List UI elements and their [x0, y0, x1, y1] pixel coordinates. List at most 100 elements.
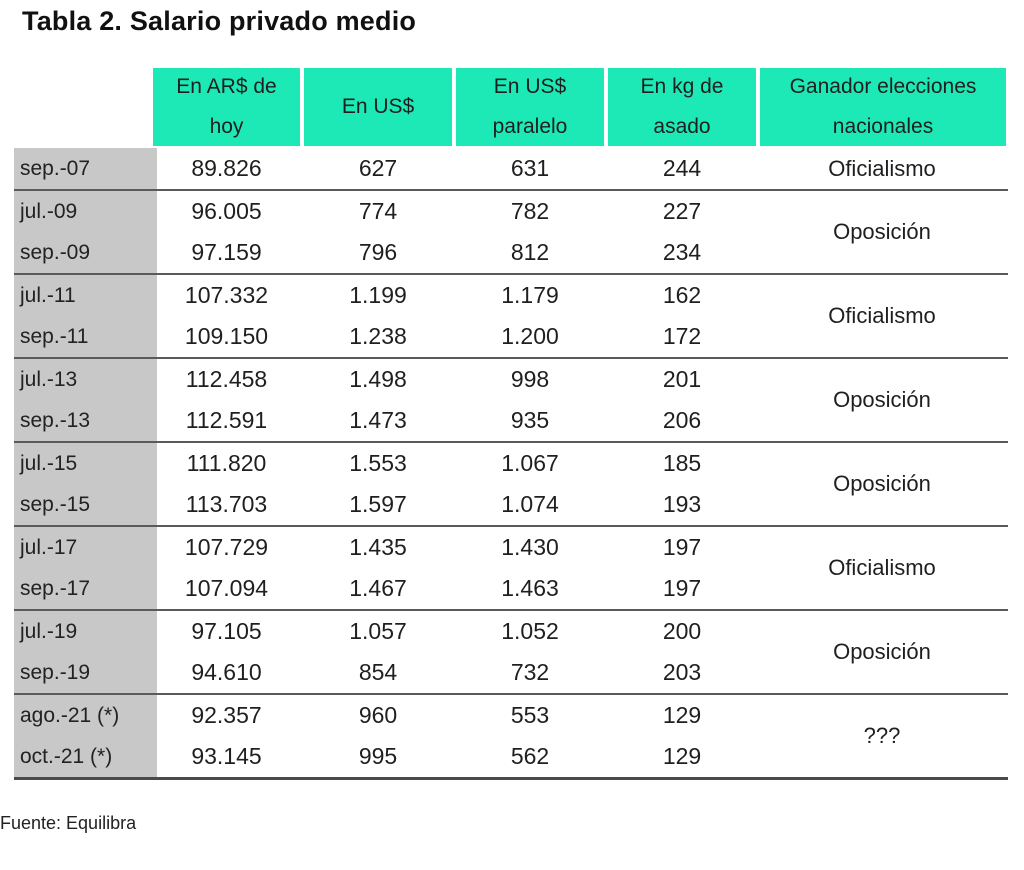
cell-period: jul.-13: [14, 359, 157, 400]
cell-usd-paralelo: 782: [510, 198, 550, 224]
cell-usd: 1.553: [349, 450, 407, 476]
table-row: oct.-21 (*) 93.145 995 562 129: [14, 736, 1008, 777]
cell-ars: 109.150: [184, 323, 269, 349]
table-row: sep.-07 89.826 627 631 244: [14, 148, 1008, 189]
row-group: jul.-15 111.820 1.553 1.067 185 sep.-15 113.70…: [14, 443, 1008, 527]
row-group: ago.-21 (*) 92.357 960 553 129 oct.-21 (*) 93.…: [14, 695, 1008, 780]
cell-period: sep.-15: [14, 484, 157, 525]
table-row: sep.-15 113.703 1.597 1.074 193: [14, 484, 1008, 525]
source-note: Fuente: Equilibra: [0, 813, 137, 833]
cell-usd-paralelo: 1.074: [501, 491, 559, 517]
row-group: jul.-17 107.729 1.435 1.430 197 sep.-17 107.09…: [14, 527, 1008, 611]
cell-usd: 995: [358, 743, 398, 769]
cell-kg-asado: 203: [662, 659, 702, 685]
cell-kg-asado: 129: [662, 743, 702, 769]
cell-kg-asado: 172: [662, 323, 702, 349]
row-group: jul.-09 96.005 774 782 227 sep.-09 97.159 796 81…: [14, 191, 1008, 275]
cell-ars: 107.729: [184, 534, 269, 560]
cell-period: sep.-13: [14, 400, 157, 441]
header-usd-paralelo: En US$ paralelo: [456, 68, 604, 146]
table-row: jul.-15 111.820 1.553 1.067 185: [14, 443, 1008, 484]
table-row: sep.-13 112.591 1.473 935 206: [14, 400, 1008, 441]
row-group: jul.-19 97.105 1.057 1.052 200 sep.-19 94.610 8…: [14, 611, 1008, 695]
cell-ars: 93.145: [191, 743, 262, 769]
table-row: ago.-21 (*) 92.357 960 553 129: [14, 695, 1008, 736]
cell-kg-asado: 206: [662, 407, 702, 433]
cell-usd-paralelo: 631: [510, 155, 550, 181]
cell-usd: 627: [358, 155, 398, 181]
row-group: jul.-11 107.332 1.199 1.179 162 sep.-11 109.15…: [14, 275, 1008, 359]
cell-usd-paralelo: 1.067: [501, 450, 559, 476]
cell-usd-paralelo: 1.179: [501, 282, 559, 308]
table-body: sep.-07 89.826 627 631 244 Oficialismo jul.-09…: [14, 148, 1008, 780]
cell-usd: 1.057: [349, 618, 407, 644]
cell-usd: 1.498: [349, 366, 407, 392]
cell-usd-paralelo: 1.200: [501, 323, 559, 349]
cell-ars: 107.094: [184, 575, 269, 601]
cell-period: ago.-21 (*): [14, 695, 157, 736]
cell-period: jul.-15: [14, 443, 157, 484]
salary-table: En AR$ de hoy En US$ En US$ paralelo En …: [14, 66, 1008, 780]
header-kg-asado: En kg de asado: [608, 68, 756, 146]
cell-kg-asado: 162: [662, 282, 702, 308]
cell-usd: 960: [358, 702, 398, 728]
cell-period: jul.-11: [14, 275, 157, 316]
cell-period: oct.-21 (*): [14, 736, 157, 777]
table-row: jul.-17 107.729 1.435 1.430 197: [14, 527, 1008, 568]
table-title: Tabla 2. Salario privado medio: [22, 6, 417, 36]
cell-period: sep.-17: [14, 568, 157, 609]
cell-period: sep.-19: [14, 652, 157, 693]
cell-kg-asado: 193: [662, 491, 702, 517]
cell-usd-paralelo: 812: [510, 239, 550, 265]
cell-ganador: ???: [863, 723, 901, 748]
cell-usd: 1.473: [349, 407, 407, 433]
table-row: jul.-11 107.332 1.199 1.179 162: [14, 275, 1008, 316]
cell-usd-paralelo: 732: [510, 659, 550, 685]
cell-ars: 97.159: [191, 239, 262, 265]
cell-ars: 89.826: [191, 155, 262, 181]
table-row: sep.-17 107.094 1.467 1.463 197: [14, 568, 1008, 609]
cell-kg-asado: 129: [662, 702, 702, 728]
cell-usd-paralelo: 553: [510, 702, 550, 728]
cell-usd-paralelo: 1.463: [501, 575, 559, 601]
cell-ars: 107.332: [184, 282, 269, 308]
cell-period: sep.-09: [14, 232, 157, 273]
cell-period: sep.-07: [14, 148, 157, 189]
cell-ganador: Oficialismo: [828, 155, 936, 181]
cell-ars: 94.610: [191, 659, 262, 685]
cell-kg-asado: 185: [662, 450, 702, 476]
cell-usd-paralelo: 1.430: [501, 534, 559, 560]
cell-kg-asado: 200: [662, 618, 702, 644]
cell-usd: 796: [358, 239, 398, 265]
cell-ganador: Oficialismo: [828, 555, 936, 580]
cell-usd-paralelo: 998: [510, 366, 550, 392]
header-ars: En AR$ de hoy: [153, 68, 300, 146]
cell-period: sep.-11: [14, 316, 157, 357]
cell-ganador: Oposición: [833, 387, 931, 412]
cell-ars: 96.005: [191, 198, 262, 224]
cell-usd: 854: [358, 659, 398, 685]
cell-kg-asado: 197: [662, 534, 702, 560]
cell-ars: 111.820: [186, 450, 267, 476]
table-row: jul.-19 97.105 1.057 1.052 200: [14, 611, 1008, 652]
cell-ganador: Oficialismo: [828, 303, 936, 328]
cell-kg-asado: 227: [662, 198, 702, 224]
table-row: sep.-11 109.150 1.238 1.200 172: [14, 316, 1008, 357]
cell-ars: 112.458: [185, 366, 268, 392]
cell-kg-asado: 234: [662, 239, 702, 265]
cell-ganador: Oposición: [833, 219, 931, 244]
cell-ars: 92.357: [191, 702, 262, 728]
cell-kg-asado: 244: [662, 155, 702, 181]
cell-ars: 113.703: [185, 491, 268, 517]
cell-usd: 1.238: [349, 323, 407, 349]
cell-usd: 774: [358, 198, 398, 224]
header-usd: En US$: [304, 68, 452, 146]
cell-usd-paralelo: 1.052: [501, 618, 559, 644]
cell-ganador: Oposición: [833, 471, 931, 496]
cell-ars: 112.591: [185, 407, 268, 433]
header-ganador: Ganador elecciones nacionales: [760, 68, 1006, 146]
cell-usd-paralelo: 562: [510, 743, 550, 769]
cell-usd-paralelo: 935: [510, 407, 550, 433]
table-row: jul.-13 112.458 1.498 998 201: [14, 359, 1008, 400]
cell-period: jul.-19: [14, 611, 157, 652]
